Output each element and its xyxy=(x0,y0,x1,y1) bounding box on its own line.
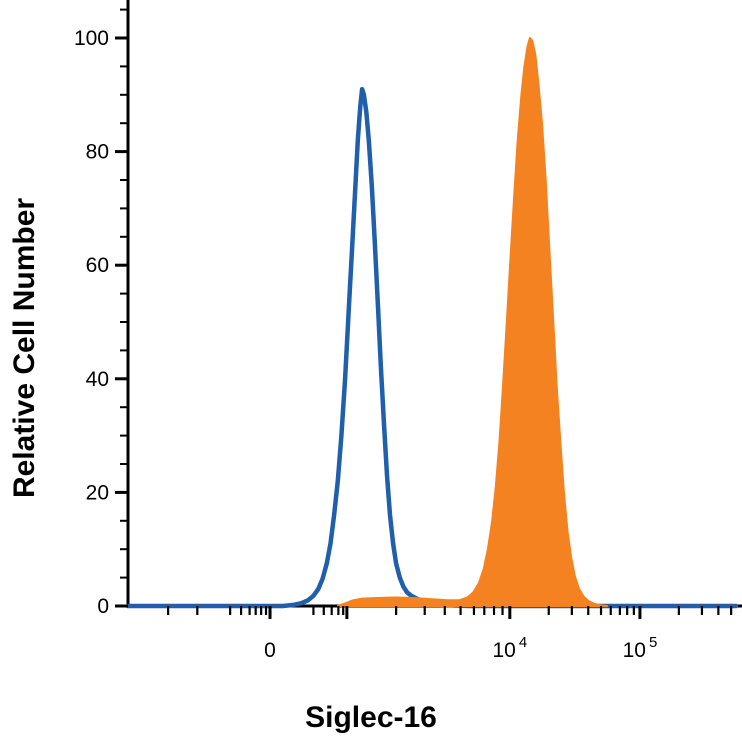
x-axis-title: Siglec-16 xyxy=(305,701,437,734)
y-tick-label: 40 xyxy=(86,368,109,391)
x-tick-label: 10 4 xyxy=(492,634,527,662)
y-tick-label: 0 xyxy=(97,595,109,618)
chart-layer: 0 20 40 60 80 100 0 10 4 10 5 xyxy=(74,0,742,662)
x-tick-label: 0 xyxy=(264,639,276,662)
orange-filled-histogram xyxy=(336,37,609,607)
x-tick-label: 10 5 xyxy=(623,634,658,662)
blue-open-histogram xyxy=(125,86,739,609)
y-axis-title: Relative Cell Number xyxy=(8,198,41,498)
y-tick-label: 60 xyxy=(86,254,109,277)
y-tick-label: 80 xyxy=(86,141,109,164)
y-tick-label: 20 xyxy=(86,481,109,504)
y-tick-label: 100 xyxy=(74,27,109,50)
